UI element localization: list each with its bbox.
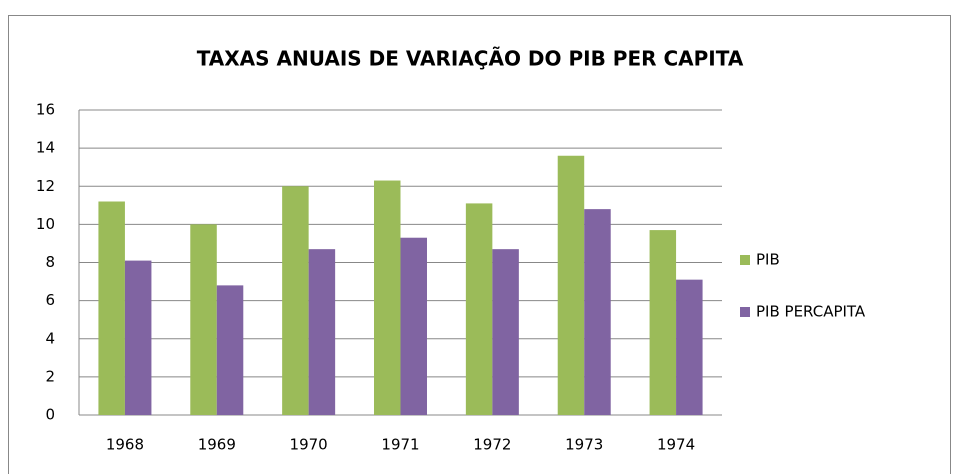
bar [400, 237, 427, 415]
y-tick-label: 8 [45, 253, 55, 271]
y-tick-label: 0 [45, 406, 55, 424]
bar [584, 209, 611, 415]
x-tick-label: 1969 [198, 436, 236, 454]
y-tick-label: 12 [36, 177, 55, 195]
bar [465, 203, 493, 415]
x-tick-label: 1970 [290, 436, 328, 454]
x-tick-label: 1972 [473, 436, 511, 454]
legend-label: PIB [756, 251, 780, 269]
y-tick-label: 4 [45, 329, 55, 347]
bar [308, 249, 336, 415]
legend-swatch [740, 307, 750, 317]
bar [190, 224, 217, 415]
chart-title: TAXAS ANUAIS DE VARIAÇÃO DO PIB PER CAPI… [197, 47, 744, 71]
bar [492, 249, 519, 415]
bar [676, 279, 703, 415]
bar [649, 230, 677, 415]
bar [282, 186, 309, 415]
x-tick-label: 1971 [381, 436, 419, 454]
y-tick-label: 14 [36, 139, 55, 157]
x-tick-label: 1973 [565, 436, 603, 454]
bar [98, 201, 125, 415]
legend-label: PIB PERCAPITA [756, 303, 866, 321]
legend-swatch [740, 255, 750, 265]
y-tick-label: 16 [36, 101, 55, 119]
bar [124, 260, 152, 415]
bar [216, 285, 244, 415]
y-tick-label: 10 [36, 215, 55, 233]
x-tick-label: 1968 [106, 436, 144, 454]
bar [557, 155, 585, 415]
bar [374, 180, 401, 415]
x-tick-label: 1974 [657, 436, 695, 454]
y-tick-label: 6 [45, 291, 55, 309]
y-tick-label: 2 [45, 367, 55, 385]
